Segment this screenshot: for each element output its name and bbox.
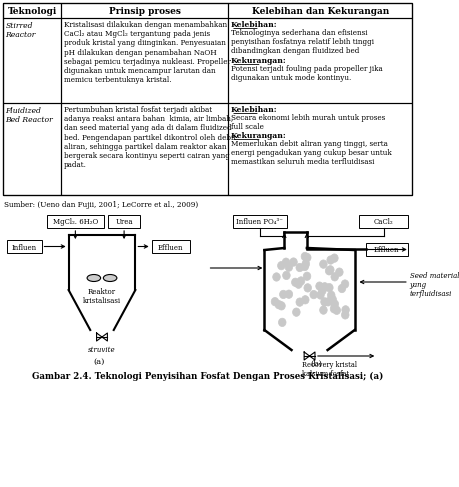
- Circle shape: [279, 290, 286, 299]
- Text: (a): (a): [93, 358, 105, 366]
- Text: Kelebihan:: Kelebihan:: [230, 21, 277, 29]
- Circle shape: [328, 295, 336, 304]
- Circle shape: [277, 301, 285, 310]
- Text: Teknologinya sederhana dan efisiensi
penyisihan fosfatnya relatif lebih tinggi
d: Teknologinya sederhana dan efisiensi pen…: [230, 29, 373, 56]
- Text: Memerlukan debit aliran yang tinggi, serta
energi pengadukan yang cukup besar un: Memerlukan debit aliran yang tinggi, ser…: [230, 140, 391, 167]
- Circle shape: [272, 273, 280, 281]
- Text: Potensi terjadi fouling pada propeller jika
digunakan untuk mode kontinyu.: Potensi terjadi fouling pada propeller j…: [230, 65, 382, 82]
- Circle shape: [330, 254, 337, 262]
- Text: Fluidized
Bed Reactor: Fluidized Bed Reactor: [6, 107, 53, 124]
- Circle shape: [335, 268, 342, 276]
- Text: Recovery kristal
kalsium fosfat: Recovery kristal kalsium fosfat: [302, 361, 357, 378]
- Text: Secara ekonomi lebih murah untuk proses
full scale: Secara ekonomi lebih murah untuk proses …: [230, 114, 385, 131]
- Circle shape: [278, 318, 285, 327]
- Text: (b): (b): [309, 360, 321, 368]
- Text: Pertumbuhan kristal fosfat terjadi akibat
adanya reaksi antara bahan  kimia, air: Pertumbuhan kristal fosfat terjadi akiba…: [64, 106, 235, 169]
- Text: Urea: Urea: [115, 219, 133, 226]
- Circle shape: [301, 296, 308, 304]
- Circle shape: [302, 272, 310, 281]
- Circle shape: [302, 260, 309, 268]
- Circle shape: [337, 284, 345, 293]
- Circle shape: [327, 291, 334, 300]
- Circle shape: [325, 266, 332, 275]
- Text: Kelebihan:: Kelebihan:: [230, 106, 277, 114]
- Circle shape: [320, 298, 328, 306]
- Circle shape: [282, 271, 290, 280]
- Circle shape: [300, 262, 308, 271]
- Circle shape: [341, 311, 348, 319]
- Circle shape: [301, 252, 308, 261]
- Circle shape: [271, 298, 278, 306]
- Text: Kristalisasi dilakukan dengan menambahkan
CaCl₂ atau MgCl₂ tergantung pada jenis: Kristalisasi dilakukan dengan menambahka…: [64, 21, 230, 84]
- Text: Kekurangan:: Kekurangan:: [230, 57, 286, 65]
- Circle shape: [303, 253, 310, 262]
- Circle shape: [274, 300, 282, 309]
- Text: Effluen: Effluen: [157, 244, 183, 251]
- Text: Kelebihan dan Kekurangan: Kelebihan dan Kekurangan: [251, 7, 388, 16]
- Text: Reaktor
kristalisasi: Reaktor kristalisasi: [83, 288, 121, 305]
- Circle shape: [285, 290, 292, 299]
- Circle shape: [303, 283, 311, 292]
- Text: Effluen: Effluen: [373, 246, 398, 255]
- Text: Gambar 2.4. Teknologi Penyisihan Fosfat Dengan Proses Kristalisasi; (a): Gambar 2.4. Teknologi Penyisihan Fosfat …: [32, 372, 382, 381]
- Text: struvite: struvite: [88, 346, 116, 354]
- Circle shape: [320, 282, 328, 291]
- Circle shape: [316, 291, 324, 299]
- Text: Prinsip proses: Prinsip proses: [109, 7, 180, 16]
- Circle shape: [277, 262, 285, 270]
- Circle shape: [319, 260, 326, 268]
- Circle shape: [291, 278, 298, 286]
- Circle shape: [295, 263, 303, 272]
- Circle shape: [341, 280, 348, 288]
- Text: Stirred
Reactor: Stirred Reactor: [6, 22, 36, 39]
- Text: MgCl₂. 6H₂O: MgCl₂. 6H₂O: [53, 219, 98, 226]
- Circle shape: [282, 258, 289, 266]
- Circle shape: [332, 306, 340, 315]
- Circle shape: [294, 280, 302, 288]
- Circle shape: [330, 304, 337, 313]
- Circle shape: [341, 306, 349, 314]
- Circle shape: [309, 290, 317, 299]
- Text: Teknologi: Teknologi: [7, 7, 56, 16]
- Circle shape: [297, 277, 304, 285]
- Text: Sumber: (Ueno dan Fujii, 2001; LeCorre et al., 2009): Sumber: (Ueno dan Fujii, 2001; LeCorre e…: [4, 201, 197, 209]
- Text: Seed material
yang
terfluidisasi: Seed material yang terfluidisasi: [409, 272, 458, 299]
- Ellipse shape: [87, 275, 101, 281]
- Circle shape: [326, 256, 334, 264]
- Text: CaCl₂: CaCl₂: [373, 219, 392, 226]
- Text: Influen: Influen: [12, 244, 37, 251]
- Ellipse shape: [103, 275, 117, 281]
- Text: Influen PO₄³⁻: Influen PO₄³⁻: [236, 219, 283, 226]
- Circle shape: [289, 258, 297, 266]
- Text: Kekurangan:: Kekurangan:: [230, 132, 286, 140]
- Circle shape: [330, 300, 338, 308]
- Circle shape: [326, 265, 333, 274]
- Circle shape: [315, 282, 323, 290]
- Circle shape: [318, 286, 325, 295]
- Circle shape: [325, 283, 332, 292]
- Circle shape: [285, 263, 292, 271]
- Circle shape: [295, 298, 303, 306]
- Circle shape: [319, 306, 326, 314]
- Circle shape: [324, 298, 331, 306]
- Circle shape: [330, 273, 338, 281]
- Circle shape: [292, 308, 299, 317]
